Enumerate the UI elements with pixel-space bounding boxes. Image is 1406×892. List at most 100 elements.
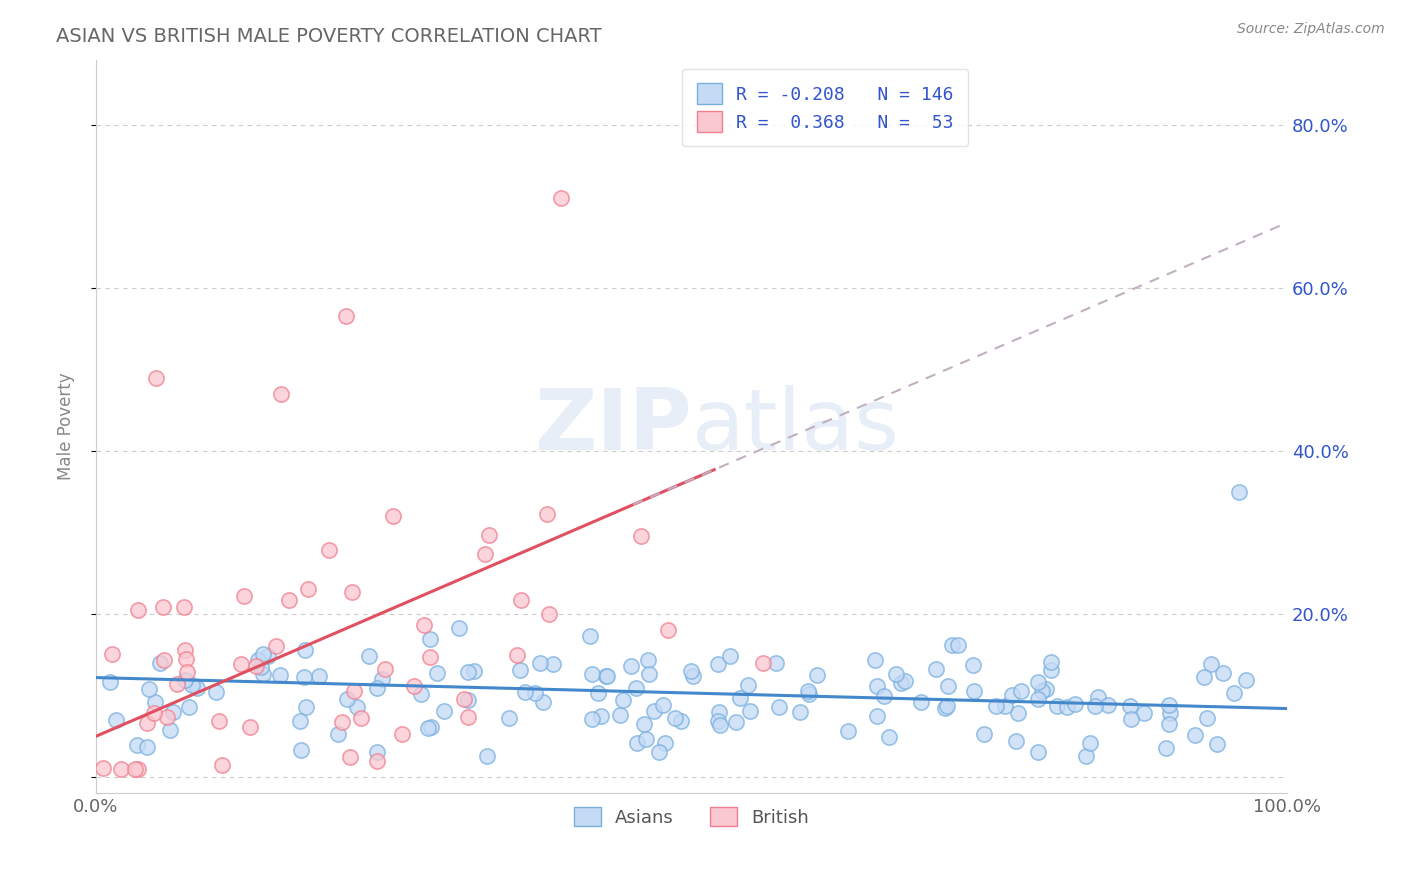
Point: [318, 542, 340, 557]
Point: [366, 681, 388, 696]
Point: [416, 721, 439, 735]
Point: [1159, 698, 1181, 712]
Point: [579, 630, 602, 644]
Point: [1199, 657, 1222, 672]
Point: [707, 705, 730, 719]
Point: [127, 603, 149, 617]
Point: [105, 713, 128, 727]
Point: [612, 692, 634, 706]
Point: [524, 686, 547, 700]
Point: [174, 642, 197, 657]
Point: [609, 707, 631, 722]
Point: [239, 721, 262, 735]
Point: [910, 696, 932, 710]
Point: [290, 742, 312, 756]
Point: [211, 758, 233, 772]
Point: [245, 659, 267, 673]
Point: [110, 762, 132, 776]
Point: [359, 648, 381, 663]
Point: [145, 695, 167, 709]
Point: [159, 723, 181, 737]
Point: [1192, 670, 1215, 684]
Point: [624, 681, 647, 695]
Point: [654, 736, 676, 750]
Point: [936, 679, 959, 693]
Text: ZIP: ZIP: [534, 385, 692, 468]
Point: [290, 714, 312, 728]
Point: [626, 736, 648, 750]
Point: [1197, 711, 1219, 725]
Point: [1119, 699, 1142, 714]
Point: [637, 652, 659, 666]
Point: [581, 667, 603, 681]
Point: [419, 632, 441, 646]
Point: [509, 663, 531, 677]
Point: [728, 690, 751, 705]
Point: [204, 685, 226, 699]
Point: [176, 665, 198, 679]
Point: [138, 681, 160, 696]
Point: [652, 698, 675, 712]
Point: [682, 668, 704, 682]
Point: [1005, 734, 1028, 748]
Point: [176, 652, 198, 666]
Point: [531, 695, 554, 709]
Point: [391, 727, 413, 741]
Point: [371, 673, 394, 687]
Point: [186, 681, 208, 696]
Point: [252, 647, 274, 661]
Point: [339, 750, 361, 764]
Point: [1064, 698, 1087, 712]
Point: [1132, 706, 1154, 720]
Point: [707, 714, 730, 728]
Point: [346, 700, 368, 714]
Point: [475, 749, 498, 764]
Point: [866, 708, 889, 723]
Point: [550, 191, 572, 205]
Point: [865, 653, 887, 667]
Point: [1087, 690, 1109, 705]
Point: [478, 527, 501, 541]
Point: [946, 638, 969, 652]
Point: [419, 720, 441, 734]
Point: [498, 711, 520, 725]
Point: [374, 662, 396, 676]
Point: [425, 665, 447, 680]
Point: [252, 667, 274, 681]
Point: [1056, 700, 1078, 714]
Point: [681, 664, 703, 678]
Point: [1007, 706, 1029, 720]
Point: [1097, 698, 1119, 712]
Point: [797, 684, 820, 698]
Y-axis label: Male Poverty: Male Poverty: [58, 373, 75, 480]
Point: [789, 705, 811, 719]
Point: [884, 666, 907, 681]
Point: [1121, 712, 1143, 726]
Point: [270, 387, 292, 401]
Point: [1074, 749, 1097, 764]
Point: [366, 745, 388, 759]
Point: [894, 673, 917, 688]
Point: [657, 624, 679, 638]
Point: [1026, 745, 1049, 759]
Point: [1229, 484, 1251, 499]
Point: [837, 723, 859, 738]
Point: [343, 683, 366, 698]
Point: [447, 622, 470, 636]
Point: [581, 713, 603, 727]
Point: [98, 674, 121, 689]
Point: [474, 548, 496, 562]
Point: [806, 667, 828, 681]
Point: [101, 647, 124, 661]
Point: [725, 715, 748, 730]
Point: [1184, 728, 1206, 742]
Point: [269, 668, 291, 682]
Point: [292, 670, 315, 684]
Point: [457, 693, 479, 707]
Point: [752, 656, 775, 670]
Point: [145, 370, 167, 384]
Point: [340, 585, 363, 599]
Point: [335, 310, 357, 324]
Point: [173, 673, 195, 687]
Text: ASIAN VS BRITISH MALE POVERTY CORRELATION CHART: ASIAN VS BRITISH MALE POVERTY CORRELATIO…: [56, 27, 602, 45]
